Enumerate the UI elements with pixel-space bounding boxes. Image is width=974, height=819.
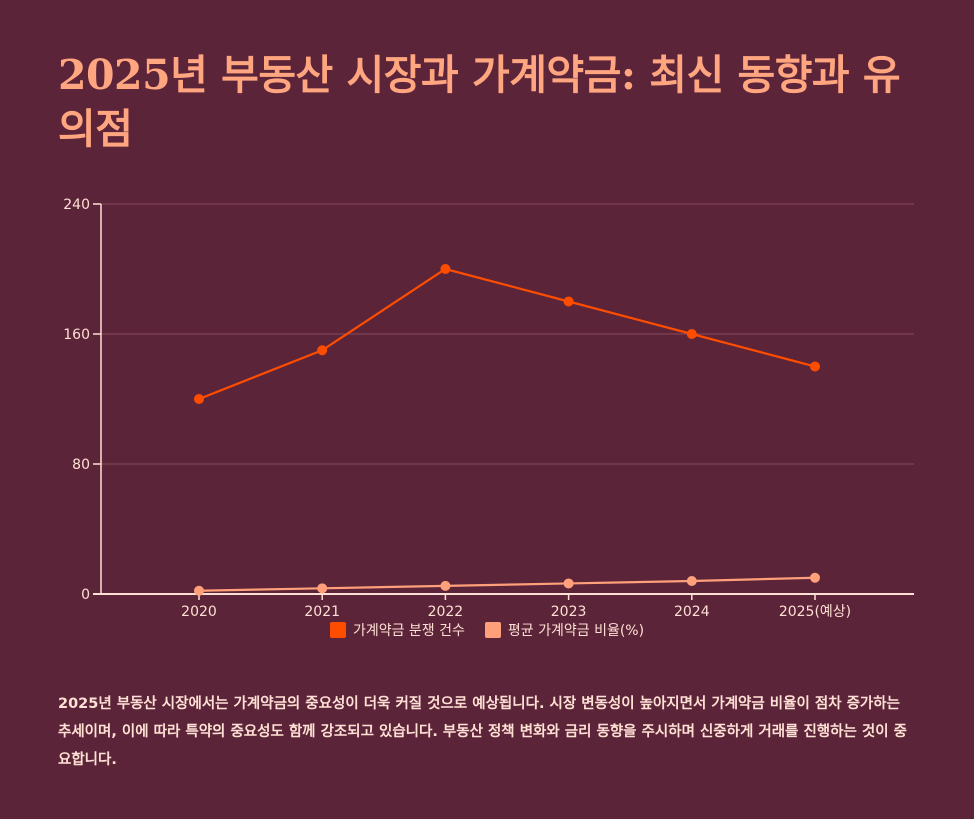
- x-tick-label: 2024: [674, 604, 710, 620]
- data-point: [317, 583, 328, 594]
- x-axis-ticks: 2020 2021 2022 2023 2024 2025(예상): [181, 594, 851, 620]
- y-tick-label: 0: [81, 587, 90, 603]
- x-tick-label: 2021: [304, 604, 340, 620]
- legend-label-disputes: 가계약금 분쟁 건수: [352, 623, 465, 639]
- data-point: [440, 580, 451, 591]
- grid-lines: [101, 203, 914, 465]
- page-title: 2025년 부동산 시장과 가계약금: 최신 동향과 유의점: [58, 51, 901, 153]
- data-point: [194, 585, 204, 596]
- data-point: [563, 296, 574, 307]
- x-tick-label: 2022: [428, 604, 464, 620]
- series-line-1: [198, 576, 816, 592]
- data-point: [686, 329, 697, 339]
- x-tick-label: 2020: [181, 604, 217, 620]
- axes: [93, 204, 914, 595]
- y-tick-label: 80: [72, 457, 90, 473]
- data-point: [810, 572, 820, 583]
- data-point: [317, 345, 328, 356]
- legend-item-ratio[interactable]: 평균 가계약금 비율(%): [484, 620, 645, 640]
- data-point: [810, 361, 820, 372]
- y-tick-label: 160: [63, 327, 90, 343]
- x-tick-label: 2025(예상): [779, 604, 851, 620]
- line-chart: 0 80 160 240 2020 2021 2022 2023 2024 2025(예상): [63, 197, 914, 620]
- legend-label-ratio: 평균 가계약금 비율(%): [507, 623, 645, 639]
- data-point: [563, 578, 574, 589]
- data-point: [440, 264, 451, 274]
- y-axis-ticks: 0 80 160 240: [63, 197, 101, 603]
- description-paragraph: 2025년 부동산 시장에서는 가계약금의 중요성이 더욱 커질 것으로 예상됩…: [58, 696, 907, 768]
- legend-item-disputes[interactable]: 가계약금 분쟁 건수: [329, 620, 465, 640]
- series-line-0: [198, 267, 816, 401]
- legend-swatch-disputes: [329, 622, 346, 638]
- data-point: [194, 394, 204, 404]
- series-layer: [194, 264, 820, 596]
- y-tick-label: 240: [63, 197, 90, 213]
- data-point: [686, 576, 697, 586]
- legend-swatch-ratio: [484, 622, 501, 638]
- x-tick-label: 2023: [551, 604, 587, 620]
- chart-legend: 가계약금 분쟁 건수 평균 가계약금 비율(%): [0, 620, 974, 640]
